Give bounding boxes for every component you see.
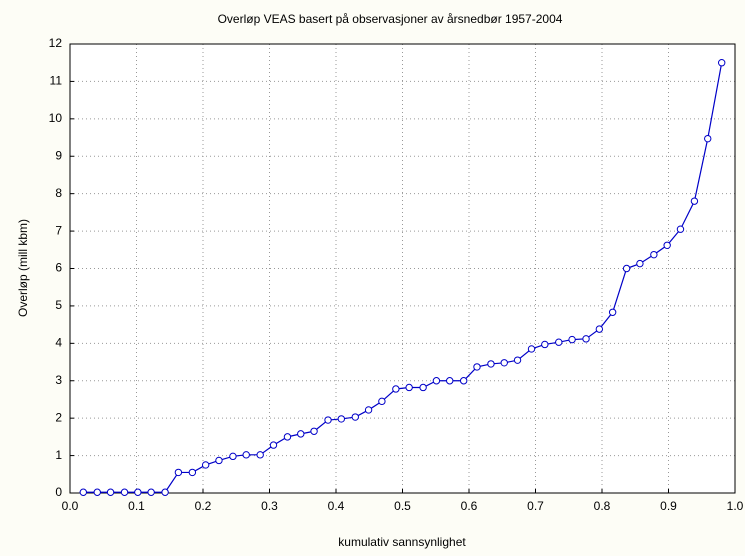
data-point [608,308,617,316]
x-tick-label: 1.0 [727,499,744,513]
data-point [324,416,332,424]
data-point [541,340,549,349]
y-tick-label: 1 [55,448,62,462]
x-tick-label: 0.2 [195,499,212,513]
data-point [676,225,685,233]
data-point [283,433,292,441]
data-point [256,451,264,459]
data-point [364,406,373,414]
data-point [513,356,522,364]
data-point [79,488,88,496]
data-point [595,325,604,333]
data-point [419,383,427,392]
data-point [378,397,386,406]
x-tick-label: 0.9 [660,499,677,513]
data-point [229,452,237,461]
data-point [582,335,590,343]
data-point [636,259,644,268]
data-point [106,488,115,496]
data-point [174,468,183,477]
data-point [487,360,495,368]
data-point [269,441,278,449]
y-tick-label: 10 [49,111,63,125]
data-point [215,456,223,465]
data-point [242,451,250,459]
y-tick-label: 5 [55,298,62,312]
data-point [392,385,400,393]
chart-title: Overløp VEAS basert på observasjoner av … [218,12,563,26]
data-point [446,377,454,385]
y-tick-label: 0 [55,485,62,499]
x-tick-label: 0.3 [261,499,278,513]
data-point [120,488,129,496]
data-point [147,488,155,496]
x-axis-label: kumulativ sannsynlighet [338,535,466,549]
data-point [663,241,671,250]
y-tick-label: 3 [55,373,62,387]
y-tick-label: 2 [55,410,62,424]
x-tick-label: 0.5 [394,499,411,513]
data-point [473,363,481,371]
data-point [527,345,536,353]
data-point [704,134,712,143]
data-point [718,59,726,67]
data-point [161,488,169,496]
data-point [351,413,359,421]
y-tick-label: 12 [49,36,63,50]
x-tick-label: 0.6 [461,499,478,513]
data-point [310,427,318,435]
data-point [555,338,563,346]
data-point [459,377,468,385]
y-tick-label: 6 [55,261,62,275]
data-point [650,250,658,259]
data-point [337,415,346,423]
data-point [568,335,576,344]
y-axis-label: Overløp (mill kbm) [16,219,30,317]
data-point [134,488,142,496]
plot-border [69,43,736,494]
data-point [201,461,210,469]
y-tick-label: 9 [55,148,62,162]
data-point [690,197,699,205]
x-tick-label: 0.4 [328,499,345,513]
x-tick-label: 0.0 [62,499,79,513]
x-tick-label: 0.8 [594,499,611,513]
y-tick-label: 8 [55,186,62,200]
data-point [500,359,508,367]
y-tick-label: 4 [55,336,62,350]
data-point [297,430,305,438]
x-tick-label: 0.7 [527,499,544,513]
x-tick-label: 0.1 [128,499,145,513]
data-point [622,264,631,273]
data-point [188,468,197,477]
data-point [93,488,101,496]
y-tick-label: 11 [50,74,63,88]
y-tick-label: 7 [55,223,62,237]
data-point [432,377,441,385]
data-point [405,383,413,392]
